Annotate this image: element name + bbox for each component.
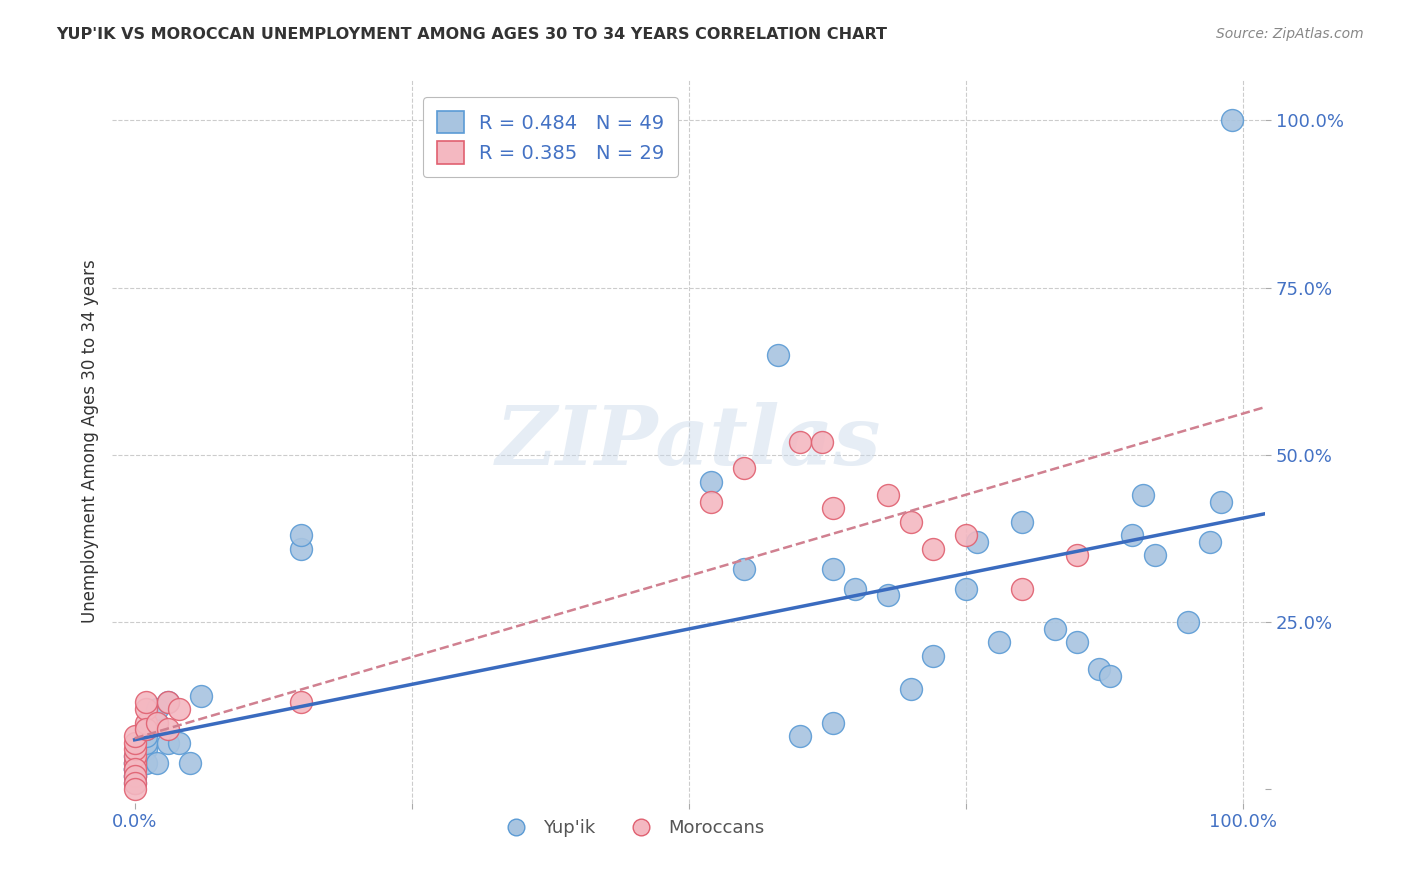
Point (124, 762, 146, 776)
Point (124, 762, 146, 776)
Point (966, 535, 988, 549)
Point (156, 735, 179, 749)
Point (135, 756, 157, 770)
Point (1011, 582, 1033, 596)
Point (124, 776, 146, 790)
Point (1220, 113, 1243, 128)
Point (1199, 535, 1222, 549)
Point (135, 715, 157, 730)
Y-axis label: Unemployment Among Ages 30 to 34 years: Unemployment Among Ages 30 to 34 years (80, 260, 98, 624)
Point (766, 348, 789, 362)
Point (821, 501, 844, 516)
Point (1043, 622, 1066, 636)
Point (124, 769, 146, 783)
Point (135, 735, 157, 749)
Text: ZIPatlas: ZIPatlas (496, 401, 882, 482)
Text: YUP'IK VS MOROCCAN UNEMPLOYMENT AMONG AGES 30 TO 34 YEARS CORRELATION CHART: YUP'IK VS MOROCCAN UNEMPLOYMENT AMONG AG… (56, 27, 887, 42)
Point (821, 715, 844, 730)
Point (124, 729, 146, 743)
Point (124, 762, 146, 776)
Point (135, 702, 157, 716)
Point (135, 723, 157, 737)
Point (921, 648, 943, 663)
Point (1121, 528, 1143, 542)
Point (733, 562, 755, 576)
Point (135, 729, 157, 743)
Text: Source: ZipAtlas.com: Source: ZipAtlas.com (1216, 27, 1364, 41)
Point (290, 696, 312, 710)
Point (789, 434, 811, 449)
Point (955, 582, 977, 596)
Point (124, 769, 146, 783)
Point (1177, 615, 1199, 630)
Point (900, 682, 922, 697)
Point (844, 582, 866, 596)
Point (124, 756, 146, 770)
Point (1132, 488, 1154, 502)
Point (789, 729, 811, 743)
Point (156, 723, 179, 737)
Point (156, 696, 179, 710)
Point (146, 715, 169, 730)
Point (1011, 515, 1033, 529)
Point (124, 749, 146, 764)
Point (156, 696, 179, 710)
Point (135, 723, 157, 737)
Point (955, 528, 977, 542)
Point (700, 494, 723, 508)
Point (167, 702, 190, 716)
Point (900, 515, 922, 529)
Point (877, 488, 900, 502)
Point (290, 541, 312, 556)
Point (146, 702, 169, 716)
Point (1066, 635, 1088, 649)
Point (811, 434, 834, 449)
Point (290, 528, 312, 542)
Point (135, 742, 157, 756)
Point (124, 756, 146, 770)
Point (124, 769, 146, 783)
Point (146, 756, 169, 770)
Point (700, 475, 723, 489)
Point (146, 715, 169, 730)
Point (1209, 494, 1232, 508)
Point (124, 735, 146, 749)
Point (190, 689, 212, 703)
Point (124, 756, 146, 770)
Point (1088, 662, 1111, 676)
Point (1066, 548, 1088, 563)
Point (877, 589, 900, 603)
Point (135, 696, 157, 710)
Point (1143, 548, 1166, 563)
Point (124, 762, 146, 776)
Point (733, 461, 755, 475)
Point (1099, 669, 1122, 683)
Point (179, 756, 201, 770)
Point (124, 749, 146, 764)
Point (988, 635, 1011, 649)
Point (124, 776, 146, 790)
Point (124, 742, 146, 756)
Legend: Yup'ik, Moroccans: Yup'ik, Moroccans (491, 812, 772, 845)
Point (921, 541, 943, 556)
Point (167, 735, 190, 749)
Point (821, 562, 844, 576)
Point (124, 782, 146, 797)
